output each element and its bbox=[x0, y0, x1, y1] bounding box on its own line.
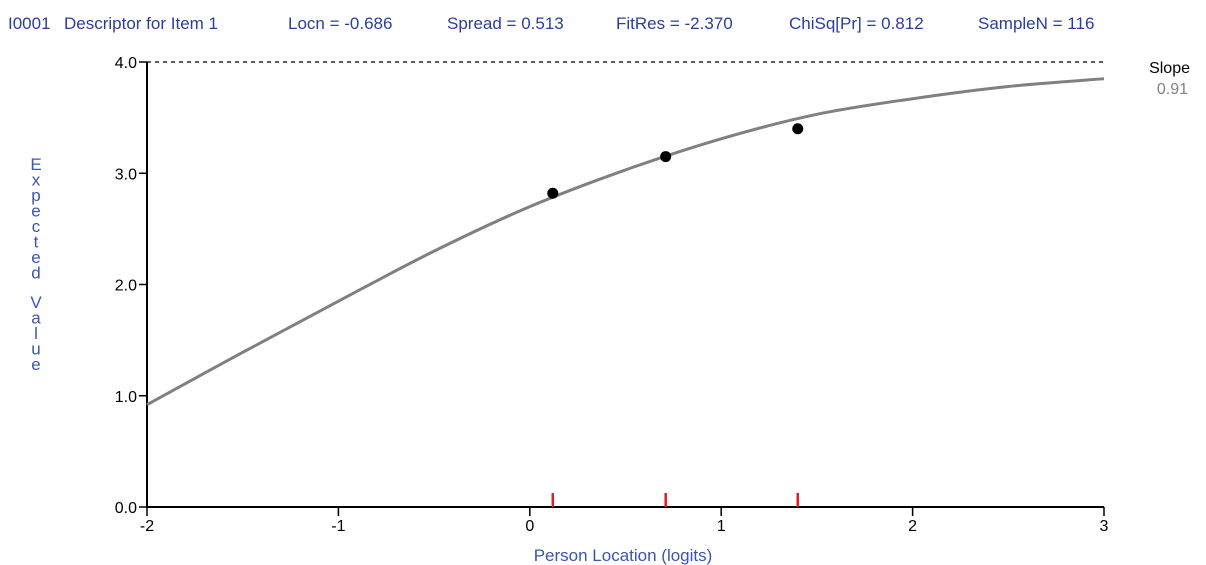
y-axis-label-char: V bbox=[30, 293, 42, 312]
header-chisq: ChiSq[Pr] = 0.812 bbox=[789, 14, 924, 33]
header-locn: Locn = -0.686 bbox=[288, 14, 392, 33]
y-axis-label-char: u bbox=[31, 340, 40, 359]
axes: 0.0 1.0 2.0 3.0 4.0 -2 -1 0 1 2 3 bbox=[115, 55, 1109, 535]
y-tick-label: 4.0 bbox=[115, 55, 137, 72]
observed-mean-point bbox=[547, 187, 559, 199]
slope-label: Slope bbox=[1149, 60, 1190, 77]
x-tick-label: 1 bbox=[717, 518, 726, 535]
x-tick-label: 2 bbox=[908, 518, 917, 535]
header-spread: Spread = 0.513 bbox=[447, 14, 564, 33]
y-axis-label-char: e bbox=[31, 202, 40, 221]
y-axis-label-char: a bbox=[31, 309, 41, 328]
y-axis-label-char: e bbox=[31, 248, 40, 267]
header-item-id: I0001 bbox=[8, 14, 51, 33]
x-tick-label: -2 bbox=[140, 518, 154, 535]
x-axis-label: Person Location (logits) bbox=[534, 546, 713, 565]
observed-mean-point bbox=[660, 151, 672, 163]
y-axis-label-char: e bbox=[31, 355, 40, 374]
y-tick-label: 0.0 bbox=[115, 500, 137, 517]
y-axis-label-char: c bbox=[32, 217, 41, 236]
y-axis-label-char: p bbox=[31, 186, 40, 205]
class-interval-ticks bbox=[551, 493, 800, 507]
y-axis-label-char: t bbox=[34, 233, 39, 252]
expected-value-curve bbox=[146, 77, 1105, 406]
header-fitres: FitRes = -2.370 bbox=[616, 14, 733, 33]
y-tick-label: 2.0 bbox=[115, 278, 137, 295]
slope-value: 0.91 bbox=[1157, 81, 1188, 98]
y-tick-label: 1.0 bbox=[115, 389, 137, 406]
header-samplen: SampleN = 116 bbox=[978, 14, 1094, 33]
y-axis-label-char: x bbox=[32, 171, 41, 190]
x-tick-label: 0 bbox=[525, 518, 534, 535]
y-axis-label-char: l bbox=[34, 324, 38, 343]
observed-mean-point bbox=[792, 123, 804, 135]
expected-value-curve-line bbox=[146, 77, 1105, 406]
x-tick-label: 3 bbox=[1100, 518, 1109, 535]
x-tick-label: -1 bbox=[331, 518, 345, 535]
y-axis-label-char: E bbox=[30, 155, 41, 174]
header-descriptor: Descriptor for Item 1 bbox=[64, 14, 218, 33]
y-axis-label-char: d bbox=[31, 264, 40, 283]
y-tick-label: 3.0 bbox=[115, 166, 137, 183]
observed-means bbox=[547, 123, 804, 199]
